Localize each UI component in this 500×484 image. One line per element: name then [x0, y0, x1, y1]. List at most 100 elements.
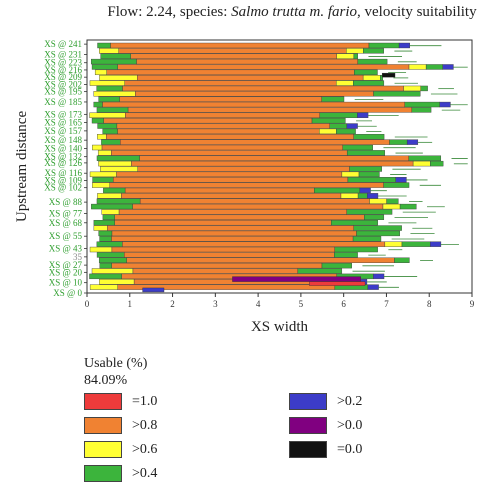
bar-segment [89, 171, 117, 178]
x-tick-label: 6 [341, 299, 346, 309]
bar-segment [358, 171, 380, 178]
legend-swatch [84, 465, 122, 482]
bar-segment [98, 230, 113, 237]
title-species: Salmo trutta m. fario [231, 4, 358, 20]
legend-swatch [289, 393, 327, 410]
bar-segment [336, 53, 355, 59]
legend-item: =0.0 [289, 440, 362, 459]
bar-segment [406, 139, 419, 145]
bar-segment [93, 219, 115, 226]
y-tick-label: XS @ 0 [53, 288, 82, 298]
bar-segment [111, 236, 354, 242]
bar-segment [399, 203, 417, 210]
x-tick-label: 0 [85, 299, 90, 309]
bar-segment [346, 48, 364, 54]
y-tick-label: XS @ 43 [49, 244, 83, 254]
bar-segment [408, 155, 442, 161]
bar-segment [91, 64, 118, 70]
bar-segment [364, 214, 385, 220]
y-tick-label: XS @ 202 [44, 79, 82, 89]
bar-segment [389, 139, 408, 145]
bar-segment [232, 276, 361, 282]
y-tick-label: XS @ 195 [44, 87, 82, 97]
bar-segment [356, 230, 400, 237]
legend-swatch [84, 393, 122, 410]
bar-segment [139, 155, 410, 161]
bar-segment [101, 144, 343, 151]
bar-segment [139, 198, 370, 204]
legend-label: =1.0 [132, 393, 158, 409]
bar-segment [353, 80, 385, 86]
y-tick-label: XS @ 140 [44, 143, 82, 153]
bar-segment [111, 246, 336, 253]
bar-segment [142, 287, 165, 293]
y-tick-label: XS @ 27 [49, 260, 83, 270]
x-axis-label: XS width [251, 319, 309, 335]
bar-segment [92, 182, 111, 188]
bar-segment [98, 257, 127, 263]
bar-segment [346, 150, 386, 156]
bar-segment [91, 117, 104, 124]
bar-segment [89, 80, 125, 86]
bar-segment [100, 53, 131, 59]
x-tick-label: 5 [299, 299, 304, 309]
bar-segment [106, 69, 355, 76]
bar-segment [334, 252, 358, 258]
bar-segment [100, 166, 138, 172]
bar-segment [341, 171, 360, 178]
x-tick-label: 9 [470, 299, 475, 309]
bar-segment [120, 139, 390, 145]
bar-segment [99, 48, 119, 54]
bar-segment [127, 107, 413, 113]
bar-segment [102, 214, 115, 220]
x-tick-label: 8 [427, 299, 432, 309]
bar-segment [89, 246, 113, 253]
bar-segment [98, 160, 132, 167]
bar-segment [89, 273, 122, 280]
y-tick-label: XS @ 77 [49, 208, 83, 218]
bar-segment [132, 203, 384, 210]
bar-segment [404, 101, 440, 108]
bar-segment [102, 101, 405, 108]
bar-segment [96, 155, 140, 161]
bar-segment [89, 112, 126, 118]
legend-label: >0.6 [132, 441, 158, 457]
bar-segment [384, 241, 403, 247]
bar-segment [367, 284, 379, 290]
y-tick-label: 35 [73, 252, 83, 262]
bar-segment [314, 187, 361, 194]
bar-segment [99, 75, 138, 81]
bar-segment [336, 128, 356, 135]
legend-label: >0.4 [132, 465, 158, 481]
y-tick-label: XS @ 241 [44, 39, 82, 49]
bar-segment [373, 273, 385, 280]
legend-swatch [84, 417, 122, 434]
bar-segment [321, 96, 345, 102]
bar-segment [135, 91, 374, 97]
bar-segment [97, 150, 112, 156]
bar-segment [101, 139, 121, 145]
y-tick-label: XS @ 68 [49, 218, 83, 228]
bar-segment [368, 42, 400, 49]
bar-segment [321, 262, 352, 269]
bar-segment [349, 166, 382, 172]
bar-segment [401, 241, 431, 247]
y-tick-label: XS @ 10 [49, 278, 83, 288]
bar-segment [297, 268, 343, 274]
bar-segment [93, 91, 136, 97]
usable-label: Usable (%) [84, 356, 148, 371]
bar-segment [131, 160, 414, 167]
bar-segment [118, 209, 347, 215]
bar-segment [380, 75, 383, 81]
bar-segment [99, 262, 112, 269]
bar-segment [110, 42, 370, 49]
bar-segment [130, 53, 337, 59]
bar-segment [352, 236, 382, 242]
legend-swatch [84, 441, 122, 458]
y-tick-label: XS @ 185 [44, 97, 82, 107]
bar-segment [373, 91, 421, 97]
bar-segment [98, 96, 120, 102]
x-tick-label: 2 [170, 299, 175, 309]
bar-segment [381, 72, 396, 78]
legend-item: >0.8 [84, 416, 157, 435]
